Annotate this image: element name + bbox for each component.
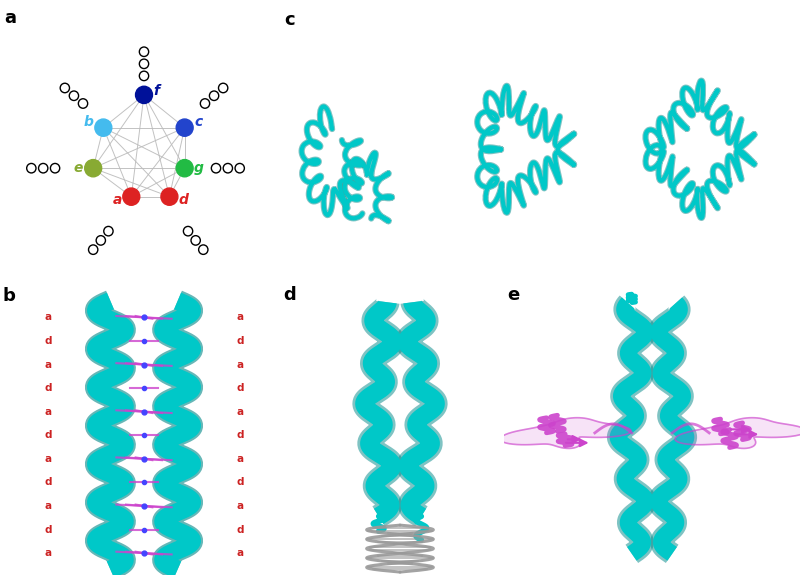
Text: d: d: [236, 430, 244, 440]
Circle shape: [176, 159, 193, 177]
Circle shape: [176, 119, 193, 136]
Text: a: a: [237, 312, 243, 323]
Text: a: a: [45, 454, 51, 464]
Text: a: a: [45, 501, 51, 511]
Text: d: d: [44, 477, 52, 488]
Text: e: e: [507, 286, 520, 304]
Text: d: d: [44, 383, 52, 393]
Text: a: a: [45, 407, 51, 417]
Text: a: a: [237, 501, 243, 511]
Text: b: b: [2, 288, 15, 305]
Text: g: g: [194, 161, 203, 175]
Text: d: d: [283, 286, 296, 304]
Text: a: a: [237, 454, 243, 464]
Text: d: d: [44, 524, 52, 535]
Circle shape: [85, 159, 102, 177]
Text: c: c: [284, 11, 294, 29]
Text: a: a: [4, 9, 16, 26]
Text: a: a: [113, 193, 122, 207]
Circle shape: [135, 86, 153, 104]
Circle shape: [161, 188, 178, 205]
Text: b: b: [83, 116, 93, 129]
Text: a: a: [45, 548, 51, 558]
Text: e: e: [74, 161, 82, 175]
Text: d: d: [236, 524, 244, 535]
Polygon shape: [500, 417, 631, 448]
Text: d: d: [44, 430, 52, 440]
Circle shape: [95, 119, 112, 136]
Text: a: a: [237, 407, 243, 417]
Text: a: a: [45, 359, 51, 370]
Text: f: f: [153, 85, 159, 98]
Text: d: d: [236, 336, 244, 346]
Circle shape: [123, 188, 140, 205]
Polygon shape: [675, 417, 800, 448]
Text: d: d: [236, 383, 244, 393]
Text: d: d: [236, 477, 244, 488]
Text: a: a: [237, 359, 243, 370]
Text: d: d: [44, 336, 52, 346]
Text: d: d: [178, 193, 188, 207]
Text: a: a: [237, 548, 243, 558]
Text: a: a: [45, 312, 51, 323]
Text: c: c: [194, 116, 202, 129]
